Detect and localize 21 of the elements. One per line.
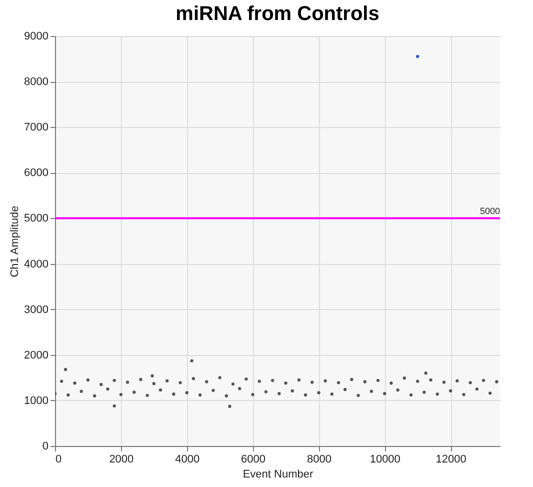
y-tick-label: 7000: [24, 122, 48, 134]
x-tick-label: 6000: [241, 454, 266, 466]
x-tick-label: 8000: [306, 454, 332, 466]
x-axis-title: Event Number: [242, 468, 314, 480]
ref-line-label: 5000: [480, 206, 500, 216]
y-tick-label: 0: [42, 440, 48, 452]
y-tick-label: 6000: [24, 167, 48, 180]
x-tick-label: 10000: [370, 454, 400, 466]
y-tick-label: 2000: [24, 349, 48, 362]
chart-title: miRNA from Controls: [176, 3, 380, 25]
y-tick-label: 1000: [24, 394, 48, 407]
y-tick-label: 8000: [24, 76, 48, 88]
x-tick-label: 2000: [109, 454, 134, 466]
x-tick-label: 4000: [175, 454, 200, 466]
y-tick-label: 3000: [24, 304, 48, 316]
x-tick-label: 12000: [436, 454, 466, 466]
y-tick-label: 5000: [24, 212, 48, 225]
y-tick-label: 9000: [24, 30, 48, 42]
y-axis-title: Ch1 Amplitude: [9, 206, 22, 278]
x-tick-label: 0: [56, 454, 62, 466]
y-tick-label: 4000: [24, 258, 48, 270]
